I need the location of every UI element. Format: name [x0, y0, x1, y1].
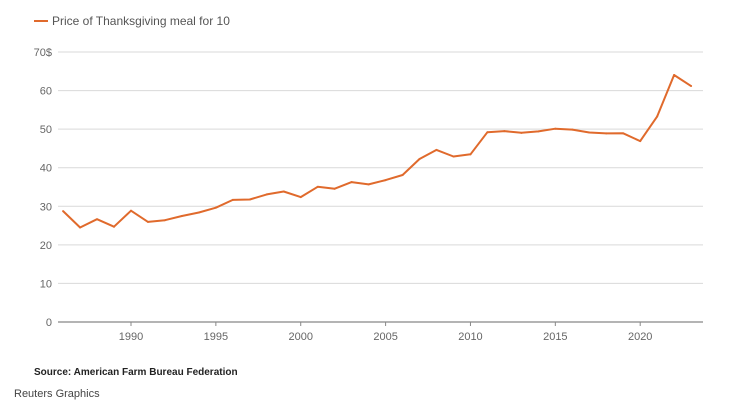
credit-label: Reuters Graphics	[14, 388, 100, 400]
data-point	[282, 190, 285, 193]
data-point	[656, 115, 659, 118]
data-point	[367, 183, 370, 186]
legend-label: Price of Thanksgiving meal for 10	[52, 14, 230, 28]
data-point	[129, 209, 132, 212]
data-point	[180, 214, 183, 217]
source-note: Source: American Farm Bureau Federation	[34, 367, 238, 378]
data-point	[486, 131, 489, 134]
data-point	[503, 130, 506, 133]
x-tick-label: 1995	[204, 331, 228, 343]
data-point	[316, 185, 319, 188]
data-point	[96, 218, 99, 221]
y-tick-label: 30	[40, 201, 52, 213]
y-axis: 0 10 20 30 40 50 60 70$	[34, 47, 52, 329]
data-point	[690, 85, 693, 88]
legend: Price of Thanksgiving meal for 10	[34, 14, 230, 28]
data-point	[333, 187, 336, 190]
y-tick-label: 20	[40, 240, 52, 252]
series-group	[62, 73, 693, 229]
data-point	[571, 128, 574, 131]
y-tick-label: 40	[40, 163, 52, 175]
series-line	[62, 74, 692, 229]
data-point	[62, 210, 65, 213]
y-tick-label: 60	[40, 86, 52, 98]
data-point	[299, 196, 302, 199]
y-tick-label: 70$	[34, 47, 52, 59]
data-point	[452, 155, 455, 158]
x-axis: 1990 1995 2000 2005 2010 2015 2020	[58, 321, 703, 343]
data-point	[265, 193, 268, 196]
x-tick-label: 2020	[628, 331, 652, 343]
data-point	[639, 140, 642, 143]
x-tick-label: 2000	[288, 331, 312, 343]
data-point	[146, 220, 149, 223]
data-point	[197, 211, 200, 214]
data-point	[350, 181, 353, 184]
data-point	[537, 130, 540, 133]
data-point	[554, 127, 557, 130]
data-point	[79, 226, 82, 229]
data-point	[418, 157, 421, 160]
grid	[58, 51, 703, 284]
x-tick-label: 2005	[373, 331, 397, 343]
data-point	[113, 225, 116, 228]
data-point	[435, 148, 438, 151]
data-point	[384, 179, 387, 182]
data-point	[214, 206, 217, 209]
data-point	[605, 132, 608, 135]
data-point	[673, 73, 676, 76]
x-tick-label: 2015	[543, 331, 567, 343]
data-point	[588, 131, 591, 134]
y-tick-label: 0	[46, 317, 52, 329]
data-point	[401, 174, 404, 177]
data-point	[248, 198, 251, 201]
data-point	[231, 198, 234, 201]
y-tick-label: 50	[40, 124, 52, 136]
data-point	[469, 153, 472, 156]
x-tick-label: 2010	[458, 331, 482, 343]
data-point	[520, 131, 523, 134]
data-point	[163, 219, 166, 222]
x-tick-label: 1990	[119, 331, 143, 343]
data-point	[622, 132, 625, 135]
y-tick-label: 10	[40, 278, 52, 290]
